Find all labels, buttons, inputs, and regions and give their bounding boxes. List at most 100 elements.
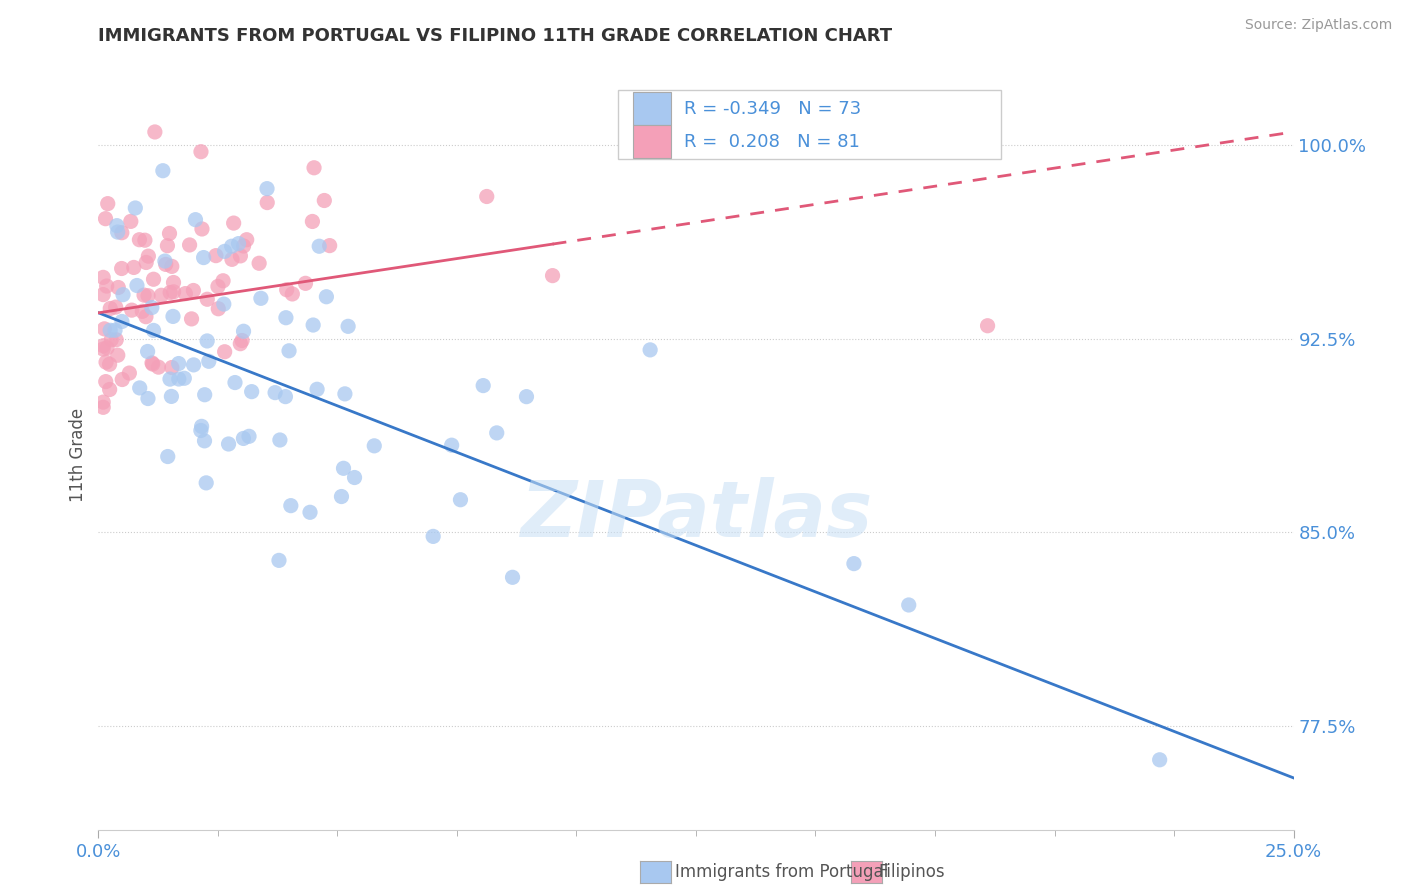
- Point: [136, 289, 159, 303]
- Point: [224, 376, 246, 390]
- Point: [105, 333, 128, 347]
- Point: [111, 314, 134, 328]
- Point: [232, 432, 254, 446]
- Point: [107, 348, 129, 362]
- Point: [120, 214, 142, 228]
- Point: [153, 254, 176, 268]
- Point: [638, 343, 661, 357]
- Point: [100, 333, 122, 347]
- Point: [195, 292, 218, 306]
- Point: [111, 261, 134, 276]
- Point: [302, 318, 325, 332]
- Point: [195, 475, 218, 490]
- Point: [142, 357, 165, 371]
- Point: [111, 226, 134, 240]
- Point: [337, 319, 360, 334]
- Point: [363, 439, 385, 453]
- Point: [541, 268, 564, 283]
- Point: [94, 355, 117, 369]
- Point: [121, 303, 143, 318]
- Point: [240, 384, 263, 399]
- Point: [98, 383, 121, 397]
- Point: [105, 219, 128, 233]
- Point: [96, 279, 118, 293]
- Point: [276, 283, 298, 297]
- Point: [976, 318, 998, 333]
- Point: [1149, 753, 1171, 767]
- Point: [148, 360, 170, 375]
- Text: Source: ZipAtlas.com: Source: ZipAtlas.com: [1244, 18, 1392, 32]
- Point: [159, 372, 181, 386]
- Point: [159, 285, 181, 300]
- Point: [267, 553, 290, 567]
- Point: [330, 490, 353, 504]
- Point: [301, 214, 323, 228]
- Point: [274, 310, 297, 325]
- Point: [193, 251, 215, 265]
- Point: [156, 450, 179, 464]
- Point: [142, 323, 165, 337]
- Point: [256, 181, 278, 195]
- Point: [107, 225, 129, 239]
- Point: [232, 324, 254, 338]
- Point: [150, 288, 173, 302]
- Point: [229, 249, 252, 263]
- Point: [207, 279, 229, 293]
- Point: [302, 161, 325, 175]
- Point: [190, 419, 212, 434]
- Point: [232, 239, 254, 253]
- Point: [194, 388, 217, 402]
- Point: [274, 390, 297, 404]
- Point: [136, 392, 159, 406]
- Point: [94, 375, 117, 389]
- Point: [264, 385, 287, 400]
- Point: [142, 272, 165, 286]
- Point: [190, 424, 212, 438]
- Point: [256, 195, 278, 210]
- Point: [222, 216, 245, 230]
- Y-axis label: 11th Grade: 11th Grade: [69, 408, 87, 502]
- Point: [104, 300, 127, 314]
- Point: [136, 344, 159, 359]
- Point: [125, 278, 148, 293]
- Point: [280, 499, 302, 513]
- Point: [160, 260, 183, 274]
- Point: [333, 387, 356, 401]
- Point: [93, 322, 115, 336]
- Point: [174, 286, 197, 301]
- Point: [124, 201, 146, 215]
- FancyBboxPatch shape: [633, 125, 671, 158]
- Point: [184, 212, 207, 227]
- Point: [281, 287, 304, 301]
- Point: [111, 372, 134, 386]
- Point: [132, 288, 155, 302]
- Point: [318, 238, 340, 252]
- Point: [156, 238, 179, 252]
- Point: [440, 438, 463, 452]
- Point: [212, 274, 235, 288]
- Point: [472, 378, 495, 392]
- Point: [183, 358, 205, 372]
- Text: ZIPatlas: ZIPatlas: [520, 477, 872, 553]
- Text: R = -0.349   N = 73: R = -0.349 N = 73: [685, 100, 862, 118]
- Point: [294, 277, 316, 291]
- Point: [98, 323, 121, 337]
- Point: [94, 211, 117, 226]
- Point: [190, 145, 212, 159]
- Point: [449, 492, 471, 507]
- Point: [314, 194, 336, 208]
- Point: [91, 342, 114, 356]
- Point: [91, 287, 114, 301]
- Point: [135, 310, 157, 324]
- Text: Filipinos: Filipinos: [879, 863, 945, 881]
- Point: [141, 301, 163, 315]
- Point: [167, 372, 190, 386]
- Point: [167, 357, 190, 371]
- Point: [162, 285, 184, 299]
- Text: R =  0.208   N = 81: R = 0.208 N = 81: [685, 133, 860, 151]
- Point: [141, 356, 163, 370]
- Point: [214, 244, 236, 259]
- Point: [107, 280, 129, 294]
- Point: [515, 390, 537, 404]
- Point: [128, 381, 150, 395]
